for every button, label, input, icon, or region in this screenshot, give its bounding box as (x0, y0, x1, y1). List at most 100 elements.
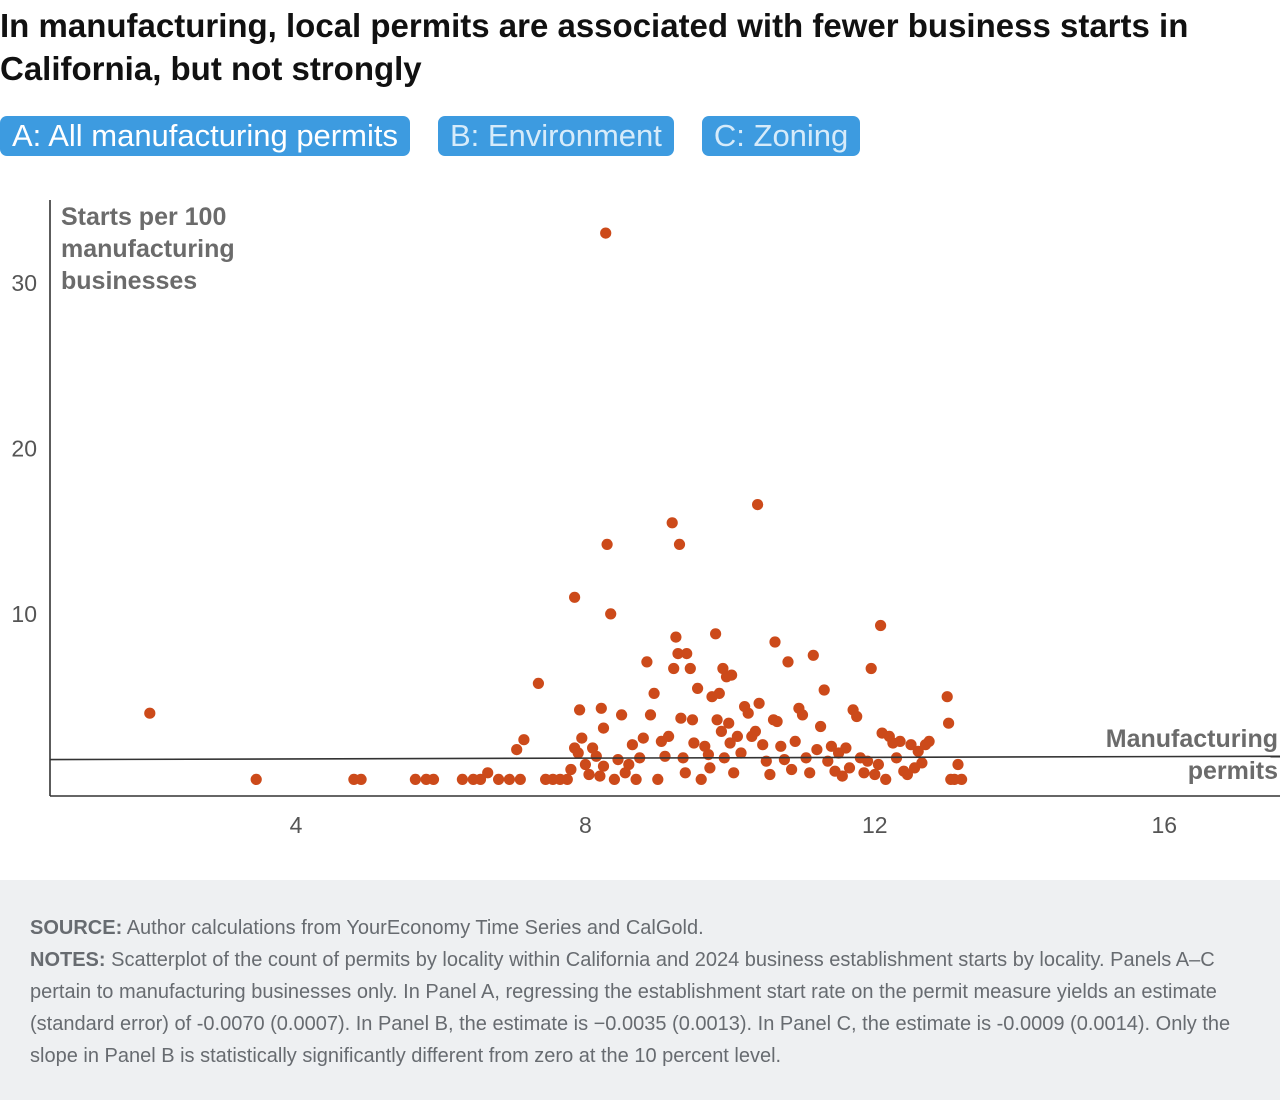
y-tick-label-20: 20 (11, 435, 37, 461)
data-point (686, 714, 699, 726)
data-point (865, 662, 877, 675)
x-tick-label-8: 8 (579, 812, 592, 838)
data-point (742, 707, 754, 719)
data-point (681, 648, 693, 660)
data-point (807, 649, 819, 661)
data-point (726, 669, 738, 681)
data-point (782, 656, 794, 668)
tab-all-manufacturing-permits[interactable]: A: All manufacturing permits (0, 116, 410, 156)
data-point (943, 717, 955, 729)
data-point (594, 770, 606, 782)
data-point (637, 732, 649, 744)
data-point (753, 697, 765, 709)
data-point (710, 628, 722, 640)
data-point (875, 619, 887, 632)
data-point (672, 648, 684, 660)
data-point (851, 710, 863, 723)
y-axis-label-line-3: businesses (61, 267, 197, 295)
data-point (576, 732, 588, 744)
data-point (561, 773, 573, 786)
source-text: Author calculations from YourEconomy Tim… (122, 917, 704, 939)
data-point (724, 737, 736, 749)
data-point (648, 687, 660, 699)
data-point (713, 687, 725, 699)
data-point (666, 517, 678, 529)
data-point (916, 757, 928, 769)
source-label: SOURCE: (30, 917, 123, 939)
data-point (901, 768, 914, 781)
data-point (786, 763, 798, 776)
data-point (518, 734, 530, 746)
data-point (583, 768, 595, 781)
x-tick-label-12: 12 (862, 812, 888, 838)
data-point (474, 773, 487, 786)
data-points (144, 227, 968, 786)
panel-tabs: A: All manufacturing permits B: Environm… (0, 116, 861, 156)
data-point (608, 773, 621, 786)
data-point (704, 762, 716, 774)
data-point (600, 227, 612, 239)
data-point (644, 709, 657, 721)
data-point (482, 767, 494, 779)
data-point (503, 773, 515, 786)
data-point (811, 744, 823, 756)
data-point (769, 636, 781, 648)
y-tick-label-10: 10 (11, 601, 37, 627)
data-point (597, 760, 610, 772)
data-point (695, 773, 707, 786)
scatter-chart: 10 20 30 4 8 12 16 Starts per 100 manufacturi… (11, 200, 1280, 838)
data-point (569, 591, 581, 603)
data-point (749, 725, 762, 738)
data-point (880, 773, 892, 786)
data-point (840, 742, 852, 754)
data-point (771, 715, 783, 728)
data-point (825, 740, 838, 752)
data-point (815, 720, 827, 733)
data-point (511, 744, 523, 756)
data-point (869, 768, 881, 781)
data-point (673, 538, 686, 550)
data-point (565, 763, 577, 776)
data-point (605, 608, 617, 620)
data-point (641, 656, 653, 668)
data-point (715, 725, 728, 738)
data-point (836, 770, 848, 782)
notes-line: NOTES: Scatterplot of the count of permi… (30, 944, 1250, 1072)
data-point (894, 735, 906, 748)
data-point (612, 754, 624, 766)
data-point (427, 773, 440, 786)
data-point (731, 730, 744, 743)
tab-environment[interactable]: B: Environment (437, 116, 674, 156)
notes-label: NOTES: (30, 949, 106, 971)
data-point (532, 677, 545, 689)
data-point (597, 722, 610, 734)
data-point (843, 762, 856, 774)
data-point (752, 499, 764, 511)
data-point (789, 735, 801, 748)
chart-title: In manufacturing, local permits are asso… (0, 7, 1189, 87)
data-point (670, 631, 682, 643)
tab-zoning[interactable]: C: Zoning (701, 116, 861, 156)
data-point (663, 730, 675, 743)
data-point (735, 747, 747, 759)
data-point (590, 750, 602, 762)
x-tick-label-4: 4 (290, 812, 303, 838)
y-tick-label-30: 30 (11, 270, 37, 296)
data-point (778, 754, 791, 766)
y-tick-labels: 10 20 30 (11, 270, 37, 627)
data-point (572, 747, 584, 759)
data-point (652, 773, 664, 786)
data-point (601, 538, 613, 550)
data-point (941, 691, 953, 703)
data-point (956, 773, 968, 786)
data-point (711, 714, 723, 726)
x-axis-label-line-2: permits (1188, 757, 1278, 785)
data-point (688, 737, 700, 749)
data-point (595, 702, 607, 714)
data-point (804, 767, 816, 779)
data-point (630, 773, 642, 786)
data-point (757, 739, 769, 751)
data-point (952, 758, 964, 771)
source-notes: SOURCE: Author calculations from YourEco… (0, 880, 1280, 1100)
data-point (574, 704, 586, 716)
